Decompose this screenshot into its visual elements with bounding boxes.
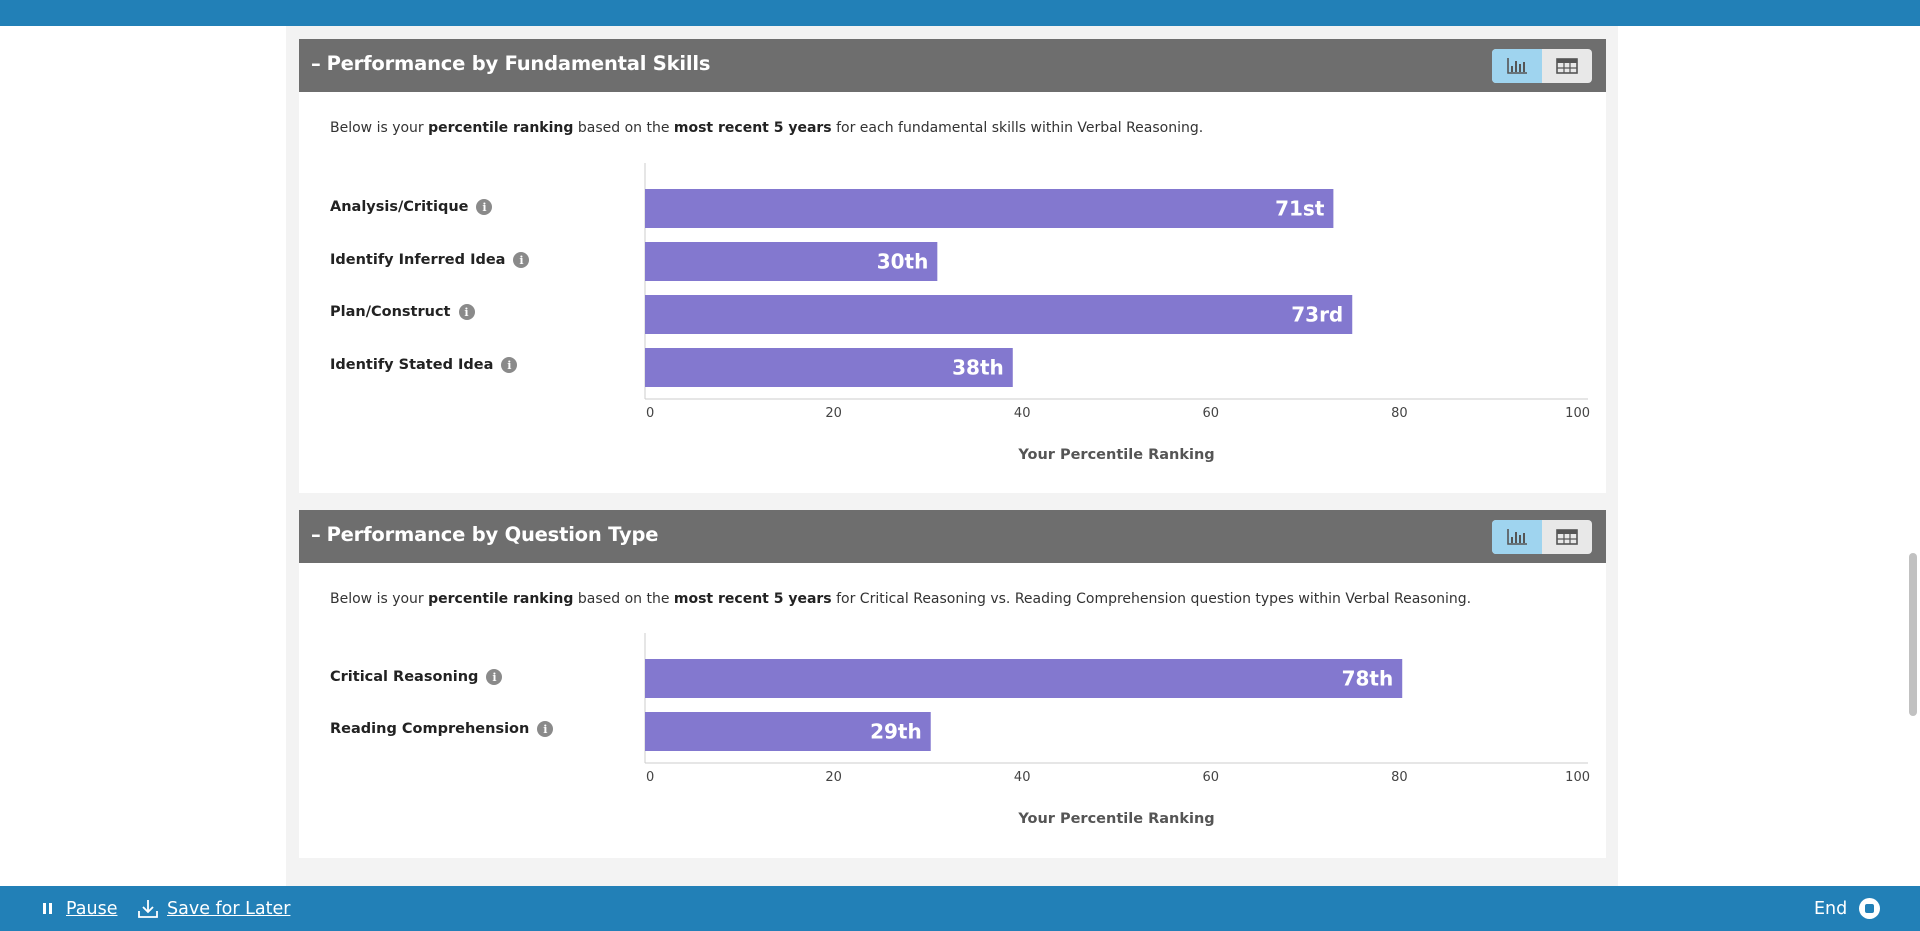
vertical-scrollbar[interactable] [1906,26,1920,886]
bar-chart-icon [1507,58,1527,74]
bar-value-label: 71st [1275,197,1325,221]
bottom-toolbar: Pause Save for Later End [0,886,1920,931]
question-type-row-label: Critical Reasoning i [330,669,503,685]
description-text: Below is your [330,120,429,136]
info-icon[interactable]: i [501,357,518,373]
bar[interactable] [645,659,1403,698]
pause-button[interactable]: Pause [42,886,117,931]
info-icon[interactable]: i [537,721,554,737]
bar-chart-icon [1507,529,1527,545]
collapse-icon: – [311,523,321,546]
x-axis-title: Your Percentile Ranking [1017,811,1214,827]
table-view-button[interactable] [1542,520,1592,554]
bar-value-label: 29th [870,720,922,744]
x-tick-label: 60 [1203,406,1220,421]
view-toggle [1492,49,1592,83]
x-tick-label: 100 [1565,770,1590,785]
description-text: Below is your [330,591,429,607]
skill-name: Identify Inferred Idea [330,252,506,268]
skill-name: Identify Stated Idea [330,357,494,373]
description-bold: most recent 5 years [673,120,832,136]
question-type-name: Critical Reasoning [330,669,479,685]
x-tick-label: 20 [825,406,842,421]
description-text: for Critical Reasoning vs. Reading Compr… [831,591,1472,607]
x-tick-label: 60 [1203,770,1220,785]
top-bar [0,0,1920,26]
end-label: End [1814,898,1848,919]
bar-value-label: 73rd [1291,303,1343,327]
info-icon[interactable]: i [513,252,530,268]
skill-name: Analysis/Critique [330,199,469,215]
x-tick-label: 100 [1565,406,1590,421]
info-icon[interactable]: i [486,669,503,685]
description-bold: percentile ranking [428,591,574,607]
bar[interactable] [645,189,1334,228]
pause-icon [43,902,52,914]
pause-label: Pause [66,898,118,919]
bar-chart-svg: 78th 29th 0 20 40 60 80 100 Your Percentile Rank… [644,633,1590,827]
x-tick-label: 40 [1014,770,1031,785]
bar[interactable] [645,295,1353,334]
info-icon[interactable]: i [476,199,493,215]
table-icon [1556,58,1578,74]
description-text: based on the [573,120,674,136]
end-button[interactable]: End [1814,886,1881,931]
bar-value-label: 30th [877,250,929,274]
panel-title: Performance by Fundamental Skills [326,52,711,75]
panel-header: – Performance by Fundamental Skills [299,39,1606,92]
chart-view-button[interactable] [1492,520,1542,554]
description-bold: percentile ranking [428,120,574,136]
x-tick-label: 0 [646,406,654,421]
x-tick-label: 20 [825,770,842,785]
skill-row-label: Analysis/Critique i [330,199,493,215]
x-tick-label: 40 [1014,406,1031,421]
end-icon [1859,898,1881,919]
save-for-later-button[interactable]: Save for Later [137,886,290,931]
panel-description: Below is your percentile ranking based o… [330,591,1471,607]
info-icon[interactable]: i [458,304,475,320]
scrollbar-thumb[interactable] [1909,553,1917,716]
description-text: based on the [573,591,674,607]
table-view-button[interactable] [1542,49,1592,83]
description-text: for each fundamental skills within Verba… [831,120,1204,136]
question-type-row-label: Reading Comprehension i [330,721,554,737]
description-bold: most recent 5 years [673,591,832,607]
table-icon [1556,529,1578,545]
x-tick-label: 80 [1391,770,1408,785]
download-icon [138,899,158,918]
question-type-name: Reading Comprehension [330,721,530,737]
save-for-later-label: Save for Later [167,898,291,919]
x-tick-label: 80 [1391,406,1408,421]
bar[interactable] [645,348,1013,387]
panel-title: Performance by Question Type [326,523,659,546]
panel-header: – Performance by Question Type [299,510,1606,563]
bar[interactable] [645,712,931,751]
panel-description: Below is your percentile ranking based o… [330,120,1203,136]
collapse-toggle[interactable]: – Performance by Fundamental Skills [311,52,710,75]
bar-chart-svg: 71st 30th 73rd 38th 0 20 40 60 80 100 Your Percent… [644,163,1590,463]
x-axis-title: Your Percentile Ranking [1017,447,1214,463]
fundamental-skills-panel: – Performance by Fundamental Skills [299,39,1606,493]
bar-value-label: 78th [1342,667,1394,691]
collapse-icon: – [311,52,321,75]
skill-row-label: Identify Stated Idea i [330,357,518,373]
skill-row-label: Identify Inferred Idea i [330,252,530,268]
x-tick-label: 0 [646,770,654,785]
view-toggle [1492,520,1592,554]
question-type-panel: – Performance by Question Type [299,510,1606,858]
skill-name: Plan/Construct [330,304,451,320]
bar-value-label: 38th [952,356,1004,380]
bar[interactable] [645,242,938,281]
skill-row-label: Plan/Construct i [330,304,475,320]
collapse-toggle[interactable]: – Performance by Question Type [311,523,658,546]
chart-view-button[interactable] [1492,49,1542,83]
